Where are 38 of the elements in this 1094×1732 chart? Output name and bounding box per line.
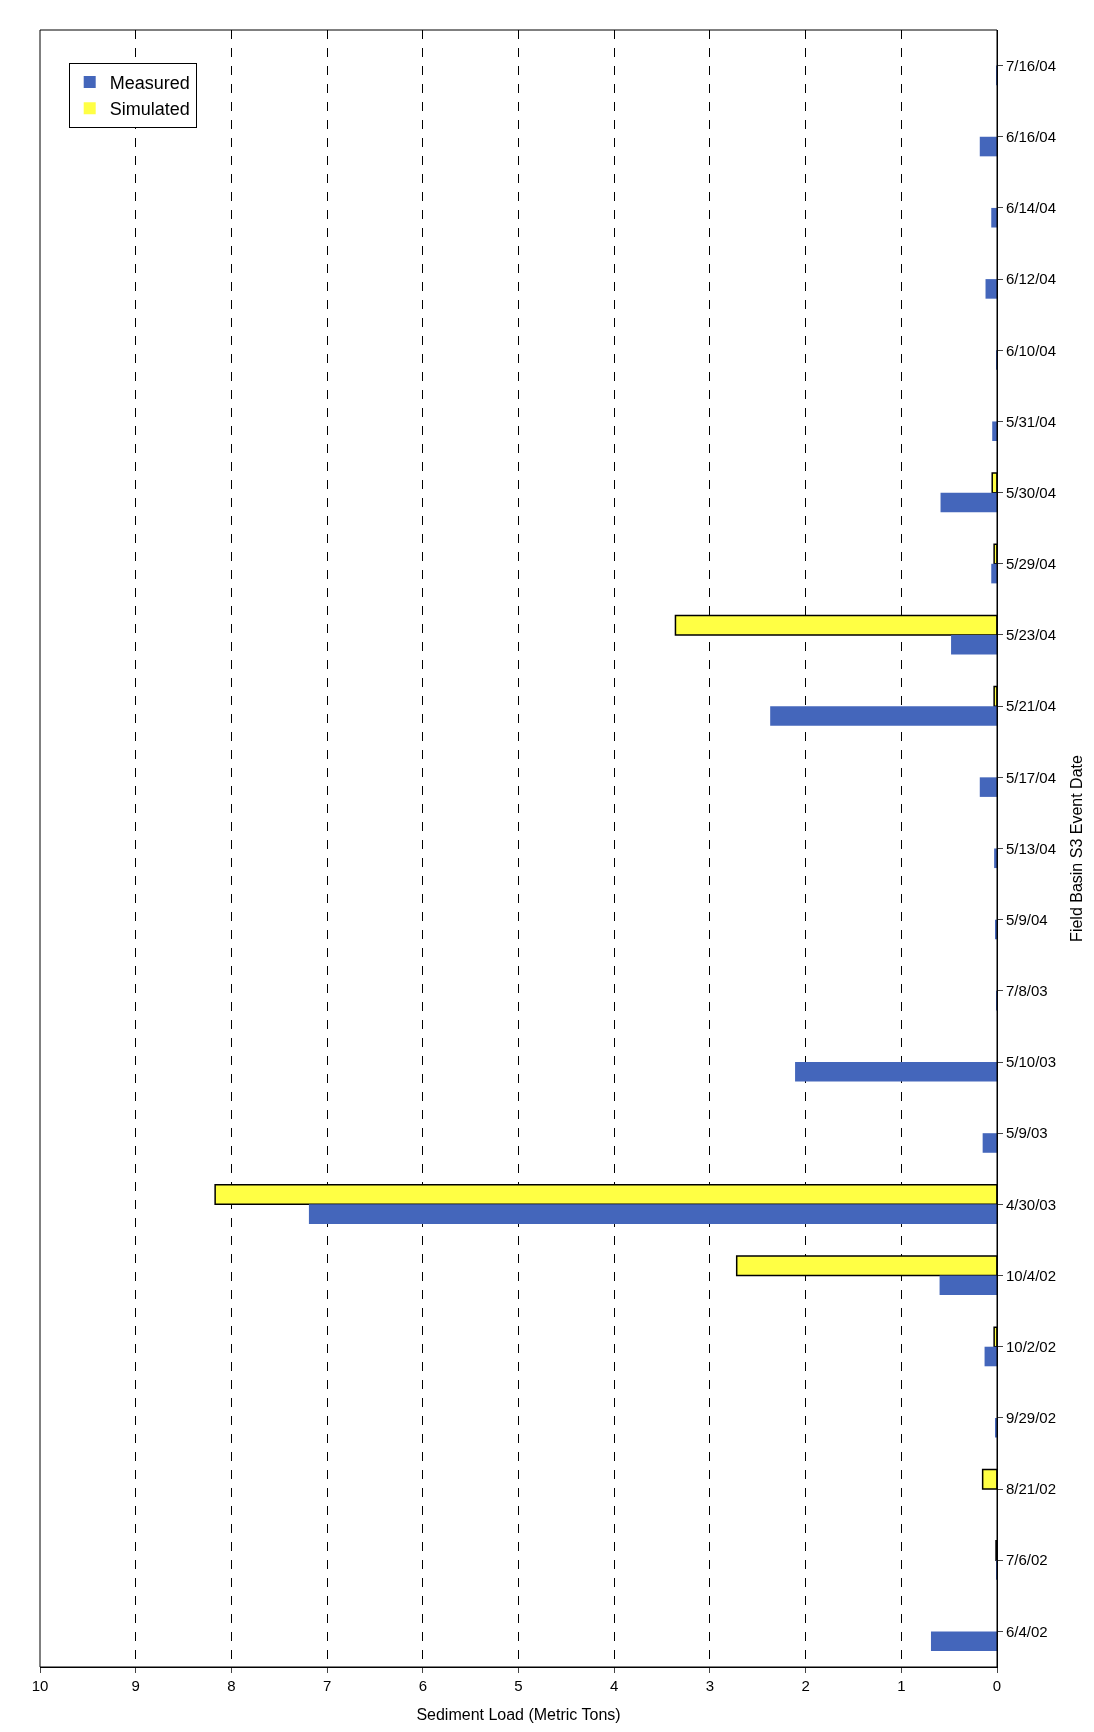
x-tick-label: 5 — [514, 1677, 523, 1694]
y-tick-label: 5/9/03 — [1006, 1124, 1048, 1142]
y-tick-label: 5/29/04 — [1006, 555, 1057, 573]
y-tick-label: 5/17/04 — [1006, 768, 1057, 786]
y-tick-label: 4/30/03 — [1006, 1195, 1057, 1213]
y-tick-label: 5/10/03 — [1006, 1053, 1057, 1071]
y-tick-label: 5/9/04 — [1006, 910, 1048, 928]
y-axis-title: Field Basin S3 Event Date — [1067, 755, 1085, 942]
x-axis-title: Sediment Load (Metric Tons) — [416, 1705, 621, 1723]
y-tick-label: 6/16/04 — [1006, 128, 1057, 146]
y-tick-label: 8/21/02 — [1006, 1480, 1057, 1498]
y-tick-label: 10/2/02 — [1006, 1337, 1057, 1355]
x-tick-label: 2 — [801, 1677, 810, 1694]
y-tick-label: 6/12/04 — [1006, 270, 1057, 288]
y-tick-label: 7/8/03 — [1006, 982, 1048, 1000]
x-tick-label: 7 — [322, 1677, 332, 1694]
y-tick-label: 7/16/04 — [1006, 56, 1057, 74]
y-tick-label: 9/29/02 — [1006, 1409, 1057, 1427]
x-tick-label: 4 — [610, 1677, 619, 1694]
x-tick-label: 8 — [227, 1677, 236, 1694]
x-tick-label: 3 — [705, 1677, 715, 1694]
legend-label: Measured — [109, 72, 190, 93]
x-tick-label: 0 — [992, 1677, 1002, 1694]
x-tick-label: 1 — [897, 1677, 906, 1694]
y-tick-label: 5/21/04 — [1006, 697, 1057, 715]
y-tick-label: 5/23/04 — [1006, 626, 1057, 644]
y-tick-label: 5/31/04 — [1006, 412, 1057, 430]
y-tick-label: 7/6/02 — [1006, 1551, 1048, 1569]
legend-label: Simulated — [109, 99, 190, 120]
y-tick-label: 10/4/02 — [1006, 1266, 1057, 1284]
y-tick-label: 6/14/04 — [1006, 199, 1057, 217]
y-tick-label: 6/4/02 — [1006, 1622, 1048, 1640]
y-tick-label: 5/30/04 — [1006, 483, 1057, 501]
y-tick-label: 5/13/04 — [1006, 839, 1057, 857]
x-tick-label: 9 — [131, 1677, 140, 1694]
x-tick-label: 10 — [31, 1677, 49, 1694]
x-tick-label: 6 — [418, 1677, 427, 1694]
y-tick-label: 6/10/04 — [1006, 341, 1057, 359]
